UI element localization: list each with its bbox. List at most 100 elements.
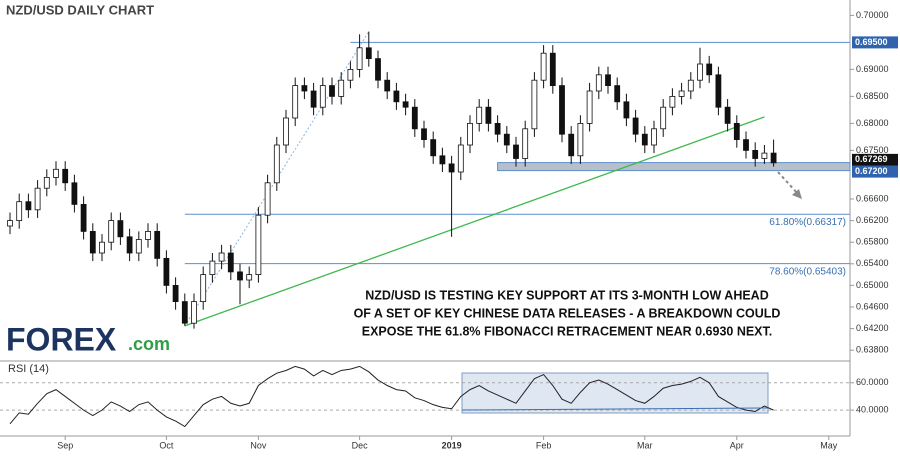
candle-body (292, 85, 299, 119)
candle-body (669, 96, 676, 108)
candle-body (586, 90, 593, 124)
candle-body (697, 63, 703, 81)
candle-body (614, 85, 621, 103)
price-badge (852, 165, 898, 178)
rsi-channel (461, 407, 769, 411)
y-tick-label: 0.69000 (856, 64, 889, 74)
y-tick-label: 0.67500 (856, 145, 889, 155)
candle-body (237, 271, 243, 281)
candle-body (540, 52, 547, 81)
arrow (777, 171, 799, 195)
fib-label: 78.60%(0.65403) (769, 266, 846, 277)
price-badge-label: 0.67200 (855, 166, 888, 176)
candle-body (421, 128, 427, 141)
logo-brand: FOREX (6, 321, 117, 357)
candle-body (503, 133, 510, 146)
candle-body (172, 284, 179, 302)
candle-body (706, 63, 713, 76)
candle-body (80, 203, 87, 232)
candle-body (531, 79, 538, 130)
candle-body (632, 117, 639, 135)
candle-body (209, 260, 216, 276)
arrow-head (792, 189, 802, 199)
trendline (184, 116, 765, 327)
candle-body (135, 239, 142, 254)
price-badge (852, 36, 898, 49)
candle-body (384, 79, 391, 92)
rsi-tick-label: 40.0000 (856, 404, 889, 414)
rsi-line (9, 365, 774, 428)
candle-body (476, 106, 483, 124)
candle-body (494, 123, 501, 135)
candle-body (485, 106, 492, 124)
annotation: OF A SET OF KEY CHINESE DATA RELEASES - … (354, 306, 781, 320)
annotation: EXPOSE THE 61.8% FIBONACCI RETRACEMENT N… (362, 324, 773, 338)
rsi-tick-label: 60.0000 (856, 377, 889, 387)
candle-body (126, 236, 133, 254)
candle-body (89, 230, 96, 254)
candle-body (200, 274, 207, 303)
fib-label: 61.80%(0.66317) (769, 217, 846, 228)
y-tick-label: 0.70000 (856, 10, 889, 20)
candle-body (53, 168, 59, 178)
candle-body (513, 144, 519, 159)
y-tick-label: 0.68000 (856, 118, 889, 128)
x-tick-label: Feb (536, 440, 552, 450)
candle-body (375, 58, 381, 81)
price-badge-label: 0.69500 (855, 37, 888, 47)
candle-body (25, 201, 32, 211)
y-tick-label: 0.66600 (856, 193, 889, 203)
x-tick-label: 2019 (442, 440, 462, 450)
candle-body (43, 176, 50, 189)
candle-body (752, 149, 759, 159)
candle-body (99, 241, 105, 254)
candle-body (145, 230, 151, 240)
candle-body (191, 301, 197, 324)
candle-body (522, 128, 529, 159)
rsi-range-box (461, 372, 769, 414)
candle-body (310, 90, 317, 108)
y-tick-label: 0.65400 (856, 258, 889, 268)
candle-body (7, 220, 13, 227)
candle-body (393, 90, 400, 103)
y-tick-label: 0.65000 (856, 280, 889, 290)
candle-body (319, 85, 326, 108)
candle-body (411, 106, 418, 130)
candle-body (402, 101, 409, 108)
candle-body (678, 90, 685, 97)
candle-body (687, 79, 694, 92)
candle-body (430, 139, 437, 157)
candle-body (356, 47, 363, 70)
candle-body (117, 220, 124, 238)
candle-body (283, 117, 289, 146)
candle-body (605, 74, 611, 87)
candle-body (329, 85, 335, 97)
x-tick-label: Mar (637, 440, 653, 450)
candle-body (568, 133, 575, 157)
candle-body (154, 230, 161, 259)
candle-body (365, 47, 372, 59)
candle-body (467, 123, 473, 146)
candle-body (62, 168, 69, 184)
candle-body (439, 155, 446, 165)
y-tick-label: 0.65800 (856, 237, 889, 247)
candle-body (338, 79, 345, 97)
candle-body (724, 106, 731, 124)
candle-body (743, 139, 749, 151)
candle-body (559, 85, 565, 135)
logo-suffix: .com (128, 334, 170, 354)
candle-body (163, 257, 170, 286)
x-tick-label: Dec (352, 440, 369, 450)
candle-body (733, 123, 740, 141)
candle-body (347, 69, 354, 81)
candle-body (181, 301, 188, 324)
candle-body (255, 214, 262, 275)
candle-body (227, 252, 234, 273)
candle-body (273, 144, 280, 184)
annotation: NZD/USD IS TESTING KEY SUPPORT AT ITS 3-… (365, 288, 769, 302)
candle-body (770, 152, 777, 164)
candle-body (549, 52, 556, 87)
candle-body (108, 220, 115, 243)
